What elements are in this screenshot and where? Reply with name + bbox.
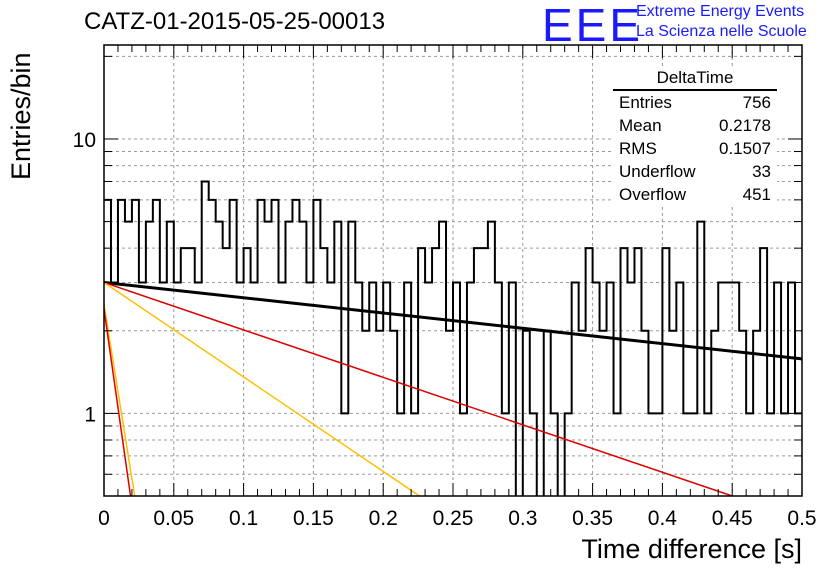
x-tick-label: 0.15 — [293, 507, 334, 530]
stat-value: 756 — [742, 93, 771, 112]
x-tick-label: 0.1 — [229, 507, 258, 530]
x-tick-label: 0 — [98, 507, 110, 530]
y-tick-label: 10 — [73, 129, 96, 152]
y-axis-ticks — [104, 55, 802, 475]
stat-label: Overflow — [619, 185, 687, 204]
stat-label: RMS — [619, 139, 657, 158]
stats-title: DeltaTime — [613, 68, 777, 91]
fit-line-3 — [104, 304, 136, 496]
x-tick-label: 0.25 — [433, 507, 474, 530]
stat-row-mean: Mean 0.2178 — [613, 114, 777, 137]
x-axis-label: Time difference [s] — [581, 534, 802, 564]
stat-label: Underflow — [619, 162, 696, 181]
stat-value: 451 — [742, 185, 771, 204]
stat-row-rms: RMS 0.1507 — [613, 137, 777, 160]
fit-line-0 — [104, 280, 802, 361]
x-tick-label: 0.05 — [153, 507, 194, 530]
y-axis-label: Entries/bin — [6, 52, 36, 180]
stat-value: 0.2178 — [719, 116, 771, 135]
eee-logo-line2: La Scienza nelle Scuole — [636, 23, 807, 40]
stats-box: DeltaTime Entries 756 Mean 0.2178 RMS 0.… — [613, 68, 777, 206]
stat-row-overflow: Overflow 451 — [613, 183, 777, 206]
stat-label: Entries — [619, 93, 672, 112]
fit-line-2 — [104, 281, 420, 496]
x-tick-label: 0.35 — [572, 507, 613, 530]
histogram-line — [104, 180, 802, 496]
x-tick-label: 0.5 — [787, 507, 816, 530]
x-tick-label: 0.4 — [648, 507, 678, 530]
stat-row-entries: Entries 756 — [613, 91, 777, 114]
stat-row-underflow: Underflow 33 — [613, 160, 777, 183]
y-tick-label: 1 — [84, 403, 96, 426]
stat-label: Mean — [619, 116, 662, 135]
fit-line-4 — [104, 308, 132, 496]
x-tick-label: 0.45 — [712, 507, 753, 530]
stat-value: 0.1507 — [719, 139, 771, 158]
x-axis-ticks — [103, 45, 803, 496]
fit-line-1 — [104, 281, 733, 496]
eee-logo: EEE — [542, 0, 644, 51]
stat-value: 33 — [752, 162, 771, 181]
chart-title: CATZ-01-2015-05-25-00013 — [84, 8, 386, 35]
x-tick-label: 0.2 — [369, 507, 398, 530]
x-tick-label: 0.3 — [508, 507, 537, 530]
eee-logo-line1: Extreme Energy Events — [636, 3, 805, 20]
